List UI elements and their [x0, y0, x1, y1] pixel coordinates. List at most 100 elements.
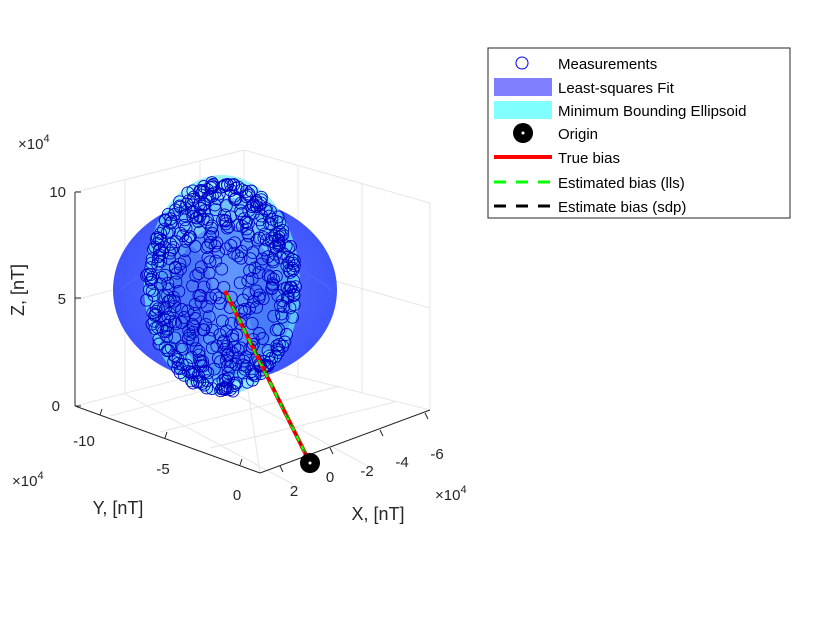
measurement-point: [223, 210, 237, 224]
measurement-point: [245, 340, 259, 354]
measurement-point: [181, 304, 195, 318]
legend-label-bounding-ellipsoid: Minimum Bounding Ellipsoid: [558, 103, 746, 120]
measurement-point: [255, 209, 269, 223]
measurement-point: [206, 178, 220, 191]
measurement-point: [153, 242, 167, 256]
measurement-point: [261, 269, 275, 283]
measurement-point: [190, 375, 204, 389]
measurement-point: [287, 274, 300, 288]
measurement-point: [252, 231, 266, 245]
axis-ticks: [75, 191, 429, 473]
measurement-point: [147, 288, 161, 302]
measurement-point: [239, 350, 253, 364]
axis-lines: [74, 192, 431, 474]
measurement-point: [192, 289, 206, 302]
measurement-point: [175, 316, 188, 330]
measurement-point: [146, 306, 160, 320]
measurement-point: [240, 360, 253, 374]
measurement-point: [200, 381, 214, 395]
measurement-point: [234, 251, 248, 265]
measurement-point: [249, 194, 263, 207]
measurement-point: [205, 323, 219, 337]
measurement-point: [245, 316, 259, 330]
measurement-point: [178, 213, 192, 227]
measurement-point: [175, 303, 189, 316]
measurement-point: [171, 353, 185, 366]
measurement-point: [283, 265, 297, 279]
measurement-point: [168, 203, 182, 217]
measurement-point: [250, 300, 264, 314]
measurement-point: [163, 294, 177, 308]
measurement-point: [173, 257, 187, 271]
measurement-point: [149, 232, 163, 246]
measurement-point: [165, 215, 179, 229]
measurement-point: [181, 186, 195, 200]
measurement-point: [186, 333, 200, 347]
x-axis-label: X, [nT]: [351, 504, 404, 524]
bias-lines: [223, 290, 312, 464]
measurement-point: [272, 238, 286, 252]
measurement-point: [162, 251, 176, 265]
estimate-bias-sdp-line: [226, 291, 311, 464]
measurement-point: [287, 298, 301, 312]
measurement-point: [168, 331, 182, 345]
measurement-point: [240, 215, 253, 229]
y-axis-label: Y, [nT]: [93, 498, 144, 518]
measurement-point: [201, 251, 215, 265]
measurement-point: [145, 256, 159, 270]
z-tick-labels: 10 5 0: [49, 184, 66, 415]
measurement-point: [140, 269, 154, 283]
y-exponent-label: ×104: [12, 470, 44, 490]
measurement-point: [182, 194, 196, 208]
measurement-point: [164, 341, 178, 355]
measurement-point: [221, 178, 235, 192]
measurement-point: [241, 226, 255, 240]
measurement-point: [269, 270, 283, 283]
measurement-point: [213, 296, 227, 310]
measurement-point: [172, 284, 186, 298]
measurement-point: [286, 256, 300, 270]
measurement-point: [168, 350, 182, 363]
measurement-point: [173, 366, 187, 380]
measurement-point: [240, 375, 254, 389]
estimated-bias-lls-line: [223, 290, 312, 464]
legend-label-true-bias: True bias: [558, 150, 620, 167]
legend-label-measurements: Measurements: [558, 56, 657, 73]
measurement-point: [201, 366, 215, 380]
measurement-point: [281, 289, 295, 303]
measurement-point: [161, 322, 175, 336]
measurement-point: [186, 366, 200, 380]
measurement-point: [269, 240, 283, 254]
measurement-point: [168, 315, 181, 329]
y-tick-neg10: -10: [73, 433, 95, 450]
measurement-point: [224, 238, 238, 252]
measurement-point: [163, 307, 177, 321]
x-tick-0: 0: [326, 469, 334, 486]
measurement-point: [198, 204, 212, 218]
measurement-point: [241, 274, 255, 288]
measurement-point: [178, 254, 191, 268]
measurement-point: [272, 337, 286, 351]
measurement-point: [189, 342, 203, 356]
measurement-point: [188, 312, 202, 325]
z-exponent-label: ×104: [18, 133, 50, 153]
measurement-point: [155, 270, 169, 284]
measurement-point: [239, 216, 252, 230]
measurement-point: [177, 218, 191, 232]
measurement-point: [220, 381, 234, 395]
measurement-point: [215, 262, 229, 276]
measurement-point: [194, 355, 208, 369]
measurement-point: [224, 355, 238, 369]
measurement-point: [263, 270, 277, 284]
legend-label-origin: Origin: [558, 126, 598, 143]
measurement-point: [159, 302, 173, 316]
measurement-point: [204, 236, 218, 249]
measurement-point: [186, 205, 200, 219]
measurement-point: [287, 254, 301, 268]
z-tick-0: 0: [52, 398, 60, 415]
measurement-point: [257, 231, 271, 245]
measurement-point: [197, 280, 211, 294]
measurement-point: [269, 323, 283, 337]
measurement-point: [157, 324, 171, 338]
measurement-point: [220, 349, 234, 362]
